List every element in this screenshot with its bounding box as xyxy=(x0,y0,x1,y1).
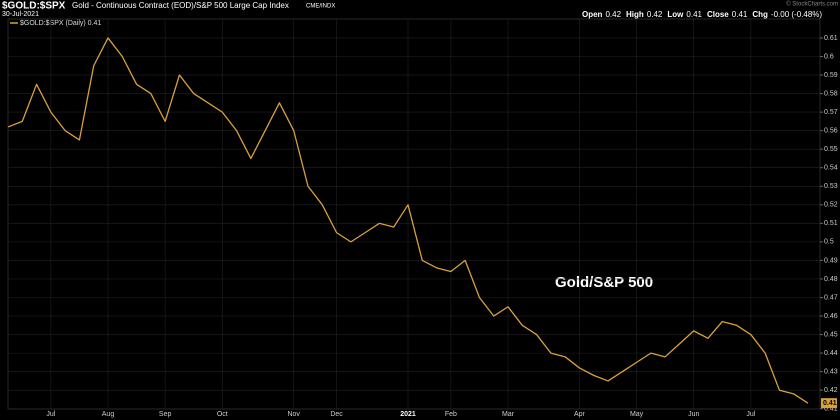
last-value-box xyxy=(821,398,837,409)
y-tick-label: 0.54 xyxy=(824,165,838,172)
quote-value: 0.42 xyxy=(647,10,663,19)
y-tick-label: 0.53 xyxy=(824,183,838,190)
x-tick-label: Aug xyxy=(102,411,115,418)
chart-subtitle: Gold - Continuous Contract (EOD)/S&P 500… xyxy=(72,1,289,10)
quote-label: Low xyxy=(667,10,684,19)
y-tick-label: 0.61 xyxy=(824,35,838,42)
x-tick-label: Apr xyxy=(574,411,586,418)
exchange: CME/INDX xyxy=(306,4,335,10)
y-tick-label: 0.57 xyxy=(824,109,838,116)
quote-label: High xyxy=(626,10,644,19)
quote-value: 0.41 xyxy=(686,10,702,19)
quote-value: -0.00 (-0.48%) xyxy=(771,10,822,19)
x-tick-label: Jun xyxy=(688,411,699,418)
chart-title: $GOLD:$SPX xyxy=(2,1,66,12)
y-tick-label: 0.41 xyxy=(824,406,838,413)
x-tick-label: Jul xyxy=(746,411,755,418)
x-tick-label: Oct xyxy=(217,411,228,418)
y-tick-label: 0.56 xyxy=(824,127,838,134)
x-tick-label: Sep xyxy=(159,411,172,418)
y-tick-label: 0.46 xyxy=(824,313,838,320)
quote-value: 0.42 xyxy=(605,10,621,19)
y-tick-label: 0.43 xyxy=(824,368,838,375)
last-value-label: 0.41 xyxy=(823,400,837,407)
quote-value: 0.41 xyxy=(732,10,748,19)
date: 30-Jul-2021 xyxy=(2,11,39,18)
y-tick-label: 0.6 xyxy=(824,53,834,60)
quote-label: Close xyxy=(707,10,729,19)
quote-label: Open xyxy=(582,10,603,19)
x-tick-label: 2021 xyxy=(400,411,416,418)
x-tick-label: Dec xyxy=(330,411,343,418)
y-tick-label: 0.49 xyxy=(824,257,838,264)
x-tick-label: Mar xyxy=(502,411,515,418)
y-tick-label: 0.5 xyxy=(824,239,834,246)
x-tick-label: Jul xyxy=(46,411,55,418)
x-tick-label: May xyxy=(630,411,644,418)
legend-label: $GOLD:$SPX (Daily) 0.41 xyxy=(20,20,101,27)
x-tick-label: Feb xyxy=(445,411,457,418)
y-tick-label: 0.44 xyxy=(824,350,838,357)
annotation: Gold/S&P 500 xyxy=(555,274,653,291)
y-tick-label: 0.48 xyxy=(824,276,838,283)
y-tick-label: 0.47 xyxy=(824,294,838,301)
price-line xyxy=(7,37,809,404)
y-tick-label: 0.58 xyxy=(824,90,838,97)
y-tick-label: 0.42 xyxy=(824,387,838,394)
y-tick-label: 0.59 xyxy=(824,72,838,79)
x-tick-label: Nov xyxy=(287,411,300,418)
quote-label: Chg xyxy=(752,10,768,19)
y-tick-label: 0.52 xyxy=(824,202,838,209)
y-tick-label: 0.55 xyxy=(824,146,838,153)
y-tick-label: 0.45 xyxy=(824,331,838,338)
y-tick-label: 0.51 xyxy=(824,220,838,227)
source: © StockCharts.com xyxy=(786,1,838,8)
